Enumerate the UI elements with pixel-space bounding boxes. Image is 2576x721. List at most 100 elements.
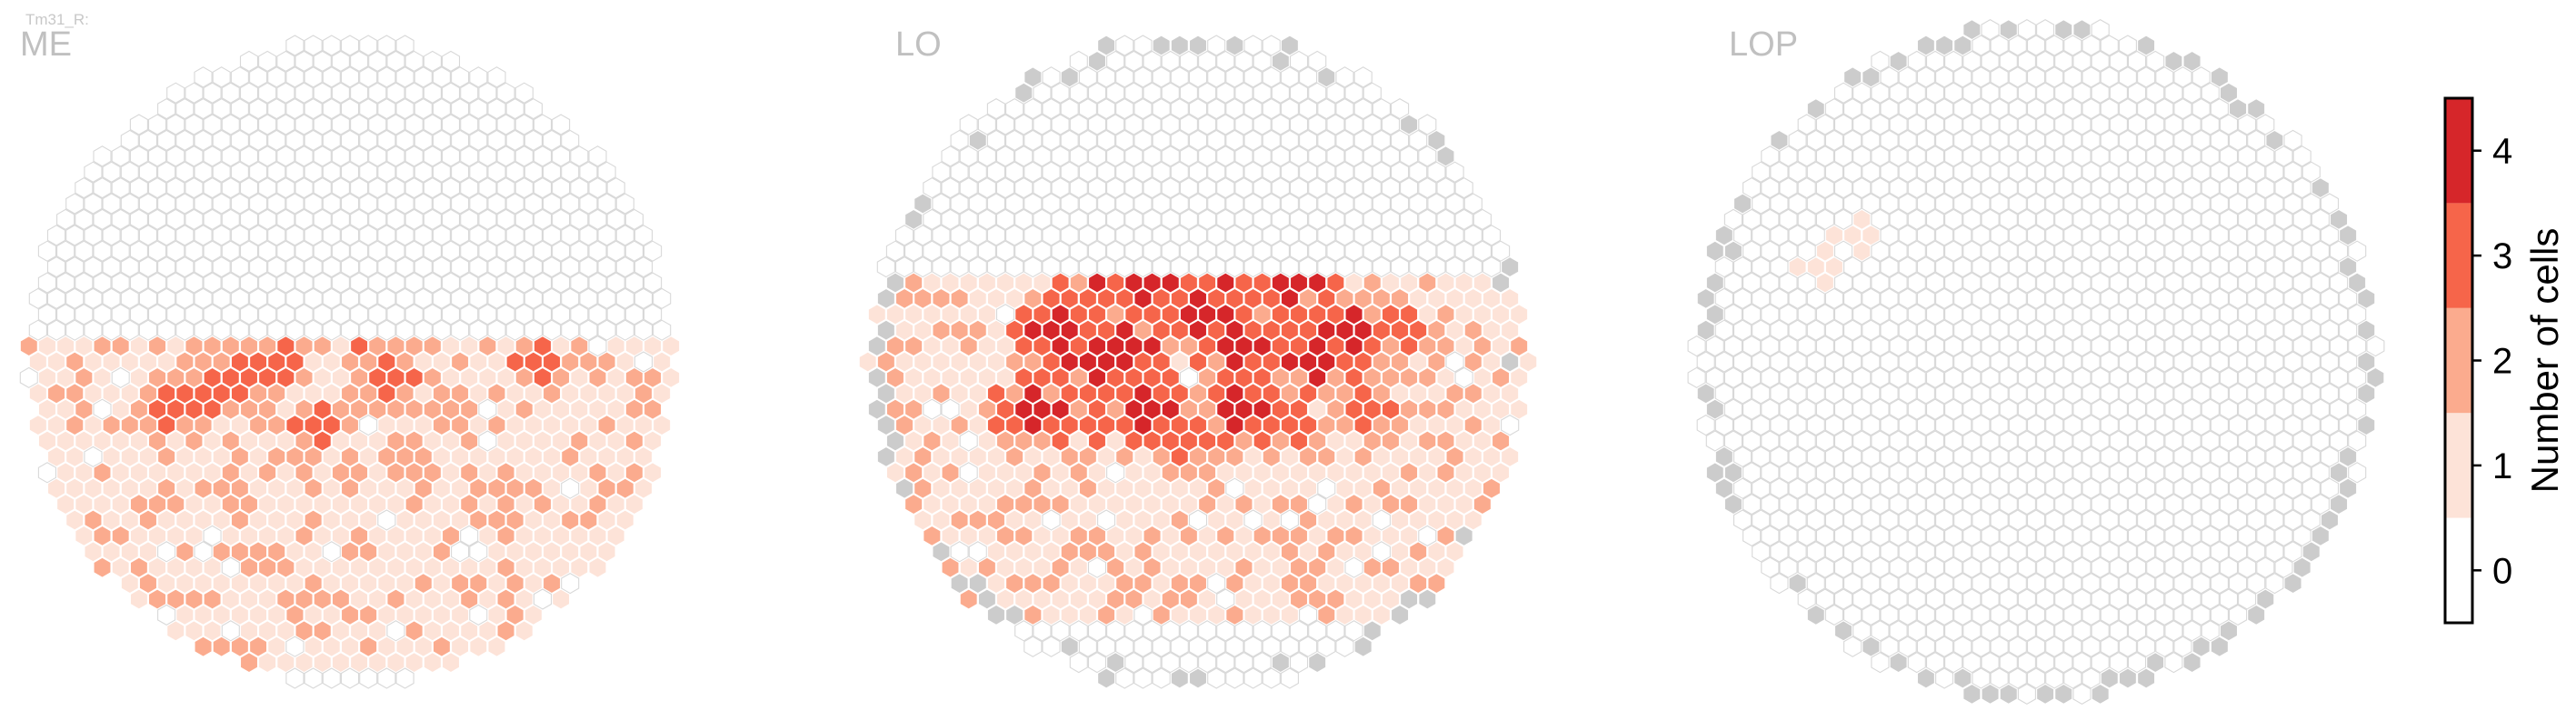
hex-cell xyxy=(1871,398,1890,420)
colorbar-tick-label: 3 xyxy=(2492,236,2512,276)
hex-cell xyxy=(1898,446,1917,468)
hex-cell xyxy=(2283,319,2302,341)
hex-cell xyxy=(1797,366,1816,389)
hex-cell xyxy=(1436,272,1455,294)
hex-cell xyxy=(138,255,158,278)
hex-cell xyxy=(147,588,167,610)
hex-cell xyxy=(867,304,886,325)
hex-cell xyxy=(212,225,231,246)
hex-cell xyxy=(986,287,1006,310)
hex-cell xyxy=(524,129,543,152)
hex-cell xyxy=(959,588,978,610)
hex-cell xyxy=(1491,304,1511,325)
hex-cell xyxy=(1981,272,2000,294)
hex-cell xyxy=(1078,351,1097,373)
hex-cell xyxy=(1779,430,1798,452)
hex-cell xyxy=(2045,66,2064,88)
hex-cell xyxy=(2320,287,2340,310)
hex-cell xyxy=(1308,50,1327,73)
hex-cell xyxy=(1335,66,1354,88)
hex-cell xyxy=(1060,414,1079,436)
hex-cell xyxy=(1317,446,1336,468)
hex-cell xyxy=(2100,35,2119,56)
hex-cell xyxy=(212,446,231,468)
hex-cell xyxy=(885,240,905,262)
hex-cell xyxy=(2127,462,2147,484)
hex-cell xyxy=(1207,225,1226,246)
hex-cell xyxy=(2036,114,2055,135)
hex-cell xyxy=(276,398,295,420)
hex-cell xyxy=(968,161,987,183)
hex-cell xyxy=(1981,50,2000,73)
hex-cell xyxy=(2017,398,2036,420)
hex-cell xyxy=(2192,446,2211,468)
hex-cell xyxy=(111,145,130,167)
hex-cell xyxy=(1833,272,1853,294)
hex-cell xyxy=(2054,145,2073,167)
hex-cell xyxy=(615,509,634,531)
hex-cell xyxy=(1742,398,1762,420)
hex-cell xyxy=(75,335,94,357)
hex-cell xyxy=(258,430,277,452)
hex-cell xyxy=(175,509,195,531)
hex-cell xyxy=(1005,414,1024,436)
hex-cell xyxy=(258,176,277,199)
hex-cell xyxy=(1898,477,1917,499)
hex-cell xyxy=(1234,335,1253,357)
hex-cell xyxy=(579,255,598,278)
hex-cell xyxy=(1225,414,1244,436)
hex-cell xyxy=(368,272,387,294)
hex-cell xyxy=(1280,604,1299,626)
hex-cell xyxy=(2311,335,2330,357)
hex-cell xyxy=(1916,667,1935,689)
hex-cell xyxy=(1372,351,1391,373)
hex-cell xyxy=(1833,145,1853,167)
hex-cell xyxy=(959,366,978,389)
hex-cell xyxy=(496,398,515,420)
hex-cell xyxy=(1907,525,1926,547)
hex-cell xyxy=(377,225,396,246)
hex-cell xyxy=(1482,477,1502,499)
hex-cell xyxy=(1935,351,1954,373)
hex-cell xyxy=(1962,398,1982,420)
hex-cell xyxy=(377,319,396,341)
hex-cell xyxy=(1501,446,1520,468)
hex-cell xyxy=(1216,114,1235,135)
hex-cell xyxy=(2155,636,2174,657)
hex-cell xyxy=(1418,493,1437,516)
hex-cell xyxy=(331,651,350,674)
hex-cell xyxy=(1170,446,1189,468)
hex-cell xyxy=(1806,255,1825,278)
hex-cell xyxy=(524,97,543,120)
hex-cell xyxy=(2109,145,2128,167)
hex-cell xyxy=(2072,398,2092,420)
hex-cell xyxy=(1962,335,1982,357)
hex-cell xyxy=(1308,556,1327,578)
hex-cell xyxy=(285,351,305,373)
hex-cell xyxy=(120,161,139,183)
hex-cell xyxy=(505,446,524,468)
hex-cell xyxy=(1815,462,1834,484)
hex-cell xyxy=(1344,114,1363,135)
hex-cell xyxy=(1871,176,1890,199)
hex-cell xyxy=(2063,35,2082,56)
hex-cell xyxy=(2082,636,2101,657)
hex-cell xyxy=(185,335,204,357)
hex-cell xyxy=(1353,604,1373,626)
hex-cell xyxy=(331,620,350,642)
hex-cell xyxy=(1742,304,1762,325)
hex-cell xyxy=(1207,287,1226,310)
hex-cell xyxy=(212,636,231,657)
hex-cell xyxy=(478,493,497,516)
hex-cell xyxy=(1898,255,1917,278)
hex-cell xyxy=(2182,335,2202,357)
hex-cell xyxy=(876,319,895,341)
hex-cell xyxy=(258,240,277,262)
hex-cell xyxy=(2063,636,2082,657)
hex-cell xyxy=(2054,82,2073,104)
hex-cell xyxy=(2109,398,2128,420)
hex-cell xyxy=(597,541,616,563)
hex-cell xyxy=(1390,129,1410,152)
hex-cell xyxy=(230,351,249,373)
hex-cell xyxy=(404,588,424,610)
